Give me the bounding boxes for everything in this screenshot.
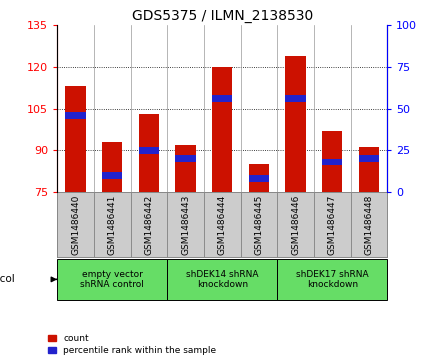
- Bar: [131, 192, 167, 257]
- Bar: [167, 192, 204, 257]
- Bar: [241, 192, 277, 257]
- Bar: [139, 147, 159, 154]
- Title: GDS5375 / ILMN_2138530: GDS5375 / ILMN_2138530: [132, 9, 313, 23]
- Bar: [359, 155, 379, 162]
- Bar: [249, 175, 269, 182]
- Text: GSM1486444: GSM1486444: [218, 195, 227, 255]
- Text: GSM1486448: GSM1486448: [364, 195, 374, 256]
- Bar: [66, 112, 86, 119]
- Text: GSM1486440: GSM1486440: [71, 195, 80, 256]
- Bar: [286, 95, 306, 102]
- Bar: [314, 192, 351, 257]
- Bar: [102, 142, 122, 192]
- Bar: [94, 192, 131, 257]
- Bar: [212, 95, 232, 102]
- Bar: [176, 155, 196, 162]
- Legend: count, percentile rank within the sample: count, percentile rank within the sample: [44, 331, 220, 359]
- Bar: [57, 259, 167, 300]
- Bar: [102, 172, 122, 179]
- Bar: [351, 192, 387, 257]
- Text: shDEK14 shRNA
knockdown: shDEK14 shRNA knockdown: [186, 270, 258, 289]
- Bar: [359, 147, 379, 192]
- Text: protocol: protocol: [0, 274, 15, 284]
- Bar: [277, 192, 314, 257]
- Bar: [57, 192, 94, 257]
- Text: GSM1486442: GSM1486442: [144, 195, 154, 255]
- Bar: [249, 164, 269, 192]
- Bar: [277, 259, 387, 300]
- Text: shDEK17 shRNA
knockdown: shDEK17 shRNA knockdown: [296, 270, 369, 289]
- Bar: [286, 56, 306, 192]
- Bar: [204, 192, 241, 257]
- Bar: [212, 67, 232, 192]
- Bar: [176, 145, 196, 192]
- Text: empty vector
shRNA control: empty vector shRNA control: [80, 270, 144, 289]
- Text: GSM1486445: GSM1486445: [254, 195, 264, 256]
- Text: GSM1486447: GSM1486447: [328, 195, 337, 256]
- Bar: [167, 259, 277, 300]
- Bar: [322, 131, 342, 192]
- Text: GSM1486441: GSM1486441: [108, 195, 117, 256]
- Bar: [139, 114, 159, 192]
- Bar: [66, 86, 86, 192]
- Text: GSM1486443: GSM1486443: [181, 195, 190, 256]
- Bar: [322, 159, 342, 165]
- Text: GSM1486446: GSM1486446: [291, 195, 300, 256]
